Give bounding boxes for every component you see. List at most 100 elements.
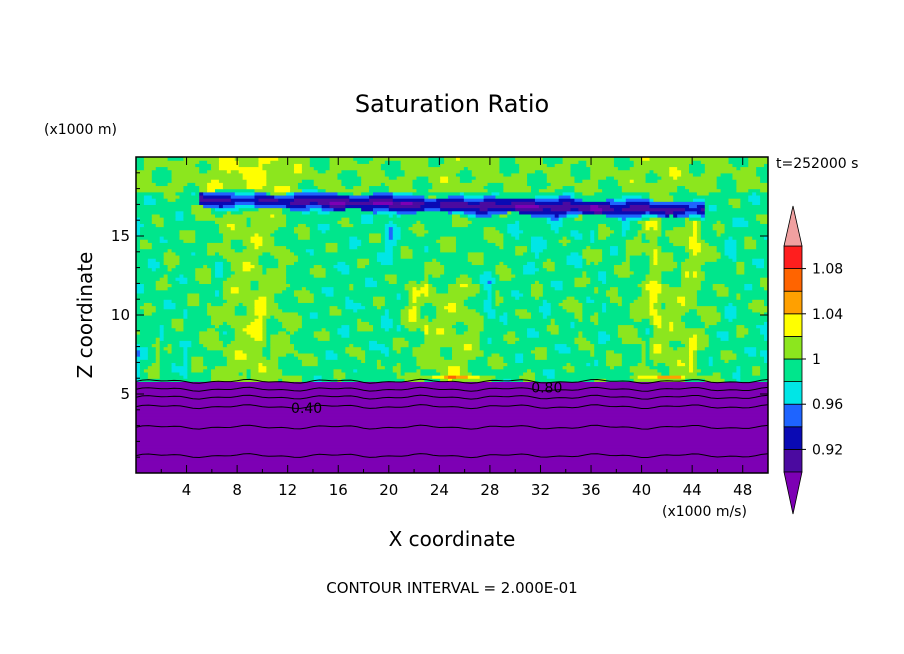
field-cell — [412, 201, 425, 205]
field-cell — [440, 201, 469, 205]
field-cell — [534, 201, 564, 205]
field-cell — [578, 160, 587, 164]
field-cell — [136, 175, 153, 180]
field-cell — [329, 163, 382, 168]
field-cell — [250, 375, 303, 379]
field-cell — [412, 346, 441, 351]
field-cell — [633, 371, 662, 376]
field-cell — [400, 327, 410, 332]
field-cell — [301, 375, 315, 379]
field-cell — [617, 245, 627, 250]
field-cell — [471, 179, 528, 183]
contour-line — [136, 453, 768, 459]
field-cell — [665, 213, 670, 218]
field-cell — [151, 172, 173, 177]
field-cell — [720, 188, 737, 193]
field-cell — [373, 327, 386, 332]
field-cell — [716, 330, 730, 335]
field-cell — [392, 248, 402, 253]
field-cell — [187, 308, 208, 313]
field-cell — [503, 365, 564, 370]
field-cell — [211, 179, 220, 183]
field-cell — [294, 163, 303, 168]
field-cell — [159, 333, 165, 338]
field-cell — [503, 185, 532, 190]
field-cell — [258, 207, 283, 212]
field-cell — [594, 239, 627, 243]
field-cell — [400, 213, 453, 218]
contour-line — [136, 378, 768, 384]
field-cell — [218, 166, 263, 171]
field-cell — [669, 368, 690, 373]
field-cell — [629, 220, 639, 224]
field-cell — [222, 330, 228, 335]
field-cell — [534, 327, 548, 332]
field-cell — [373, 213, 390, 218]
field-cell — [602, 210, 647, 215]
field-cell — [712, 286, 730, 291]
field-cell — [396, 213, 402, 218]
field-cell — [629, 308, 651, 313]
field-cell — [657, 251, 674, 256]
field-cell — [712, 356, 722, 360]
field-cell — [361, 220, 374, 224]
field-cell — [531, 242, 548, 247]
field-cell — [700, 220, 718, 224]
field-cell — [345, 185, 354, 190]
field-cell — [503, 359, 516, 363]
field-cell — [744, 346, 757, 351]
field-cell — [744, 217, 757, 221]
field-cell — [637, 327, 647, 332]
field-cell — [613, 175, 647, 180]
field-cell — [499, 157, 516, 161]
field-cell — [641, 226, 647, 231]
field-cell — [262, 166, 295, 171]
field-cell — [151, 311, 184, 316]
field-cell — [527, 333, 540, 338]
field-cell — [143, 166, 157, 171]
field-cell — [191, 356, 204, 360]
field-cell — [412, 191, 461, 196]
field-cell — [641, 359, 647, 363]
field-cell — [313, 330, 331, 335]
field-cell — [159, 349, 169, 354]
field-cell — [147, 349, 157, 354]
field-cell — [511, 267, 524, 272]
field-cell — [542, 248, 583, 253]
field-cell — [424, 302, 433, 307]
field-cell — [282, 324, 303, 329]
field-cell — [290, 330, 295, 335]
field-cell — [598, 229, 615, 234]
field-cell — [373, 201, 394, 205]
field-cell — [136, 352, 141, 357]
field-cell — [696, 340, 710, 345]
field-cell — [353, 191, 362, 196]
field-cell — [163, 236, 181, 240]
field-cell — [732, 172, 757, 177]
field-cell — [428, 286, 437, 291]
field-cell — [167, 273, 181, 278]
field-cell — [424, 198, 437, 202]
field-cell — [467, 213, 477, 218]
field-cell — [455, 248, 516, 253]
field-cell — [380, 163, 402, 168]
field-cell — [448, 289, 481, 294]
field-cell — [653, 305, 662, 310]
field-cell — [136, 346, 149, 351]
field-cell — [171, 321, 184, 326]
field-cell — [388, 236, 394, 240]
field-cell — [309, 160, 331, 164]
field-cell — [550, 223, 564, 228]
field-cell — [566, 343, 579, 348]
field-cell — [566, 236, 576, 240]
field-cell — [262, 251, 271, 256]
field-cell — [657, 296, 678, 300]
field-cell — [606, 362, 623, 367]
field-cell — [507, 264, 524, 269]
field-cell — [594, 289, 599, 294]
field-cell — [677, 296, 686, 300]
field-cell — [523, 352, 536, 357]
field-cell — [136, 283, 145, 288]
field-cell — [408, 308, 418, 313]
field-cell — [689, 204, 698, 209]
